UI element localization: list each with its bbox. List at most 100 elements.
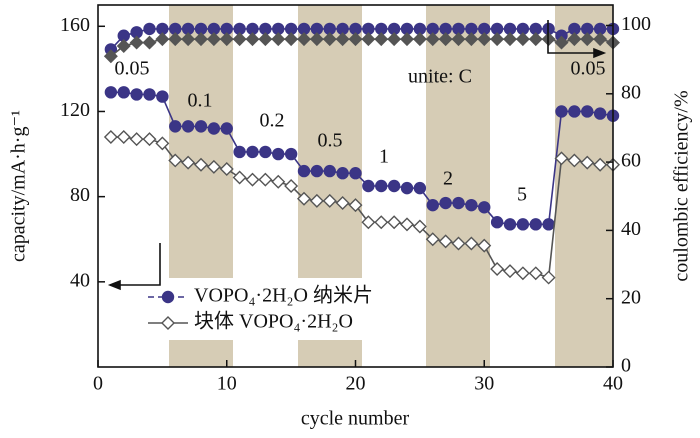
- marker: [335, 32, 350, 47]
- y2-tick-label: 80: [621, 81, 641, 103]
- marker: [130, 88, 143, 101]
- marker: [451, 236, 466, 251]
- marker: [103, 130, 118, 145]
- marker: [568, 105, 581, 118]
- marker: [567, 32, 582, 47]
- marker: [271, 32, 286, 47]
- marker: [142, 35, 157, 50]
- marker: [246, 145, 259, 159]
- marker: [194, 157, 208, 172]
- arrows: [107, 20, 607, 291]
- legend-label: VOPO₄·2H₂O 纳米片: [194, 284, 373, 307]
- x-tick-label: 10: [217, 373, 237, 395]
- marker: [412, 32, 427, 47]
- marker: [245, 172, 260, 187]
- marker: [161, 290, 175, 304]
- marker: [129, 35, 144, 50]
- marker: [555, 105, 568, 118]
- marker: [490, 262, 505, 277]
- marker: [412, 219, 427, 234]
- y-tick-label: 40: [70, 269, 90, 291]
- marker: [155, 136, 170, 151]
- marker: [490, 32, 505, 47]
- marker: [323, 164, 336, 178]
- annotation: 2: [443, 168, 453, 190]
- marker: [348, 32, 363, 47]
- marker: [593, 32, 608, 47]
- marker: [168, 153, 183, 168]
- annotation: 1: [379, 146, 389, 168]
- y-tick-label: 120: [60, 99, 90, 121]
- annotation: 0.05: [115, 58, 150, 80]
- marker: [503, 218, 517, 231]
- marker: [413, 181, 427, 195]
- marker: [503, 264, 517, 279]
- marker: [284, 147, 298, 161]
- marker: [116, 130, 131, 145]
- y2-axis-label: coulombic efficiency/%: [671, 90, 693, 281]
- marker: [336, 167, 349, 180]
- marker: [272, 147, 285, 161]
- marker: [515, 32, 530, 47]
- marker: [207, 122, 221, 135]
- marker: [143, 88, 156, 101]
- marker: [142, 132, 157, 147]
- marker: [161, 316, 175, 330]
- marker: [400, 181, 414, 195]
- marker: [284, 179, 299, 193]
- marker: [349, 167, 362, 180]
- annotation: 0.5: [318, 130, 343, 152]
- y2-tick-label: 100: [621, 13, 651, 35]
- marker: [335, 196, 350, 211]
- marker: [245, 32, 260, 47]
- annotation: 0.1: [188, 90, 213, 112]
- marker: [232, 32, 247, 47]
- marker: [194, 120, 208, 133]
- marker: [156, 90, 169, 103]
- marker: [464, 32, 479, 47]
- marker: [181, 155, 196, 170]
- marker: [181, 120, 195, 133]
- marker: [554, 35, 569, 50]
- y-tick-label: 160: [60, 14, 90, 36]
- marker: [181, 32, 196, 47]
- marker: [464, 236, 479, 251]
- annotation: 0.2: [260, 110, 285, 132]
- marker: [387, 179, 401, 193]
- marker: [375, 179, 388, 193]
- x-tick-label: 40: [603, 373, 623, 395]
- marker: [452, 196, 465, 210]
- marker: [425, 232, 440, 247]
- marker: [194, 32, 208, 47]
- y2-tick-label: 60: [621, 150, 641, 172]
- marker: [143, 22, 156, 36]
- marker: [438, 234, 453, 249]
- legend-label: 块体 VOPO₄·2H₂O: [194, 310, 353, 333]
- marker: [233, 145, 246, 159]
- marker: [529, 218, 542, 231]
- marker: [117, 86, 130, 99]
- marker: [554, 151, 569, 166]
- marker: [477, 32, 492, 47]
- x-tick-label: 20: [346, 373, 366, 395]
- marker: [593, 157, 608, 172]
- marker: [567, 153, 582, 168]
- marker: [387, 32, 402, 47]
- marker: [361, 215, 376, 230]
- marker: [322, 193, 337, 208]
- marker: [580, 155, 595, 170]
- annotation: unite: C: [408, 66, 472, 88]
- marker: [258, 32, 273, 47]
- marker: [348, 198, 363, 213]
- marker: [220, 122, 233, 135]
- y2-tick-label: 0: [621, 355, 631, 377]
- marker: [232, 170, 247, 185]
- marker: [361, 32, 376, 47]
- marker: [168, 32, 183, 47]
- marker: [219, 161, 234, 176]
- marker: [362, 179, 375, 193]
- marker: [284, 32, 299, 47]
- marker: [309, 193, 324, 208]
- annotation: 5: [517, 184, 527, 206]
